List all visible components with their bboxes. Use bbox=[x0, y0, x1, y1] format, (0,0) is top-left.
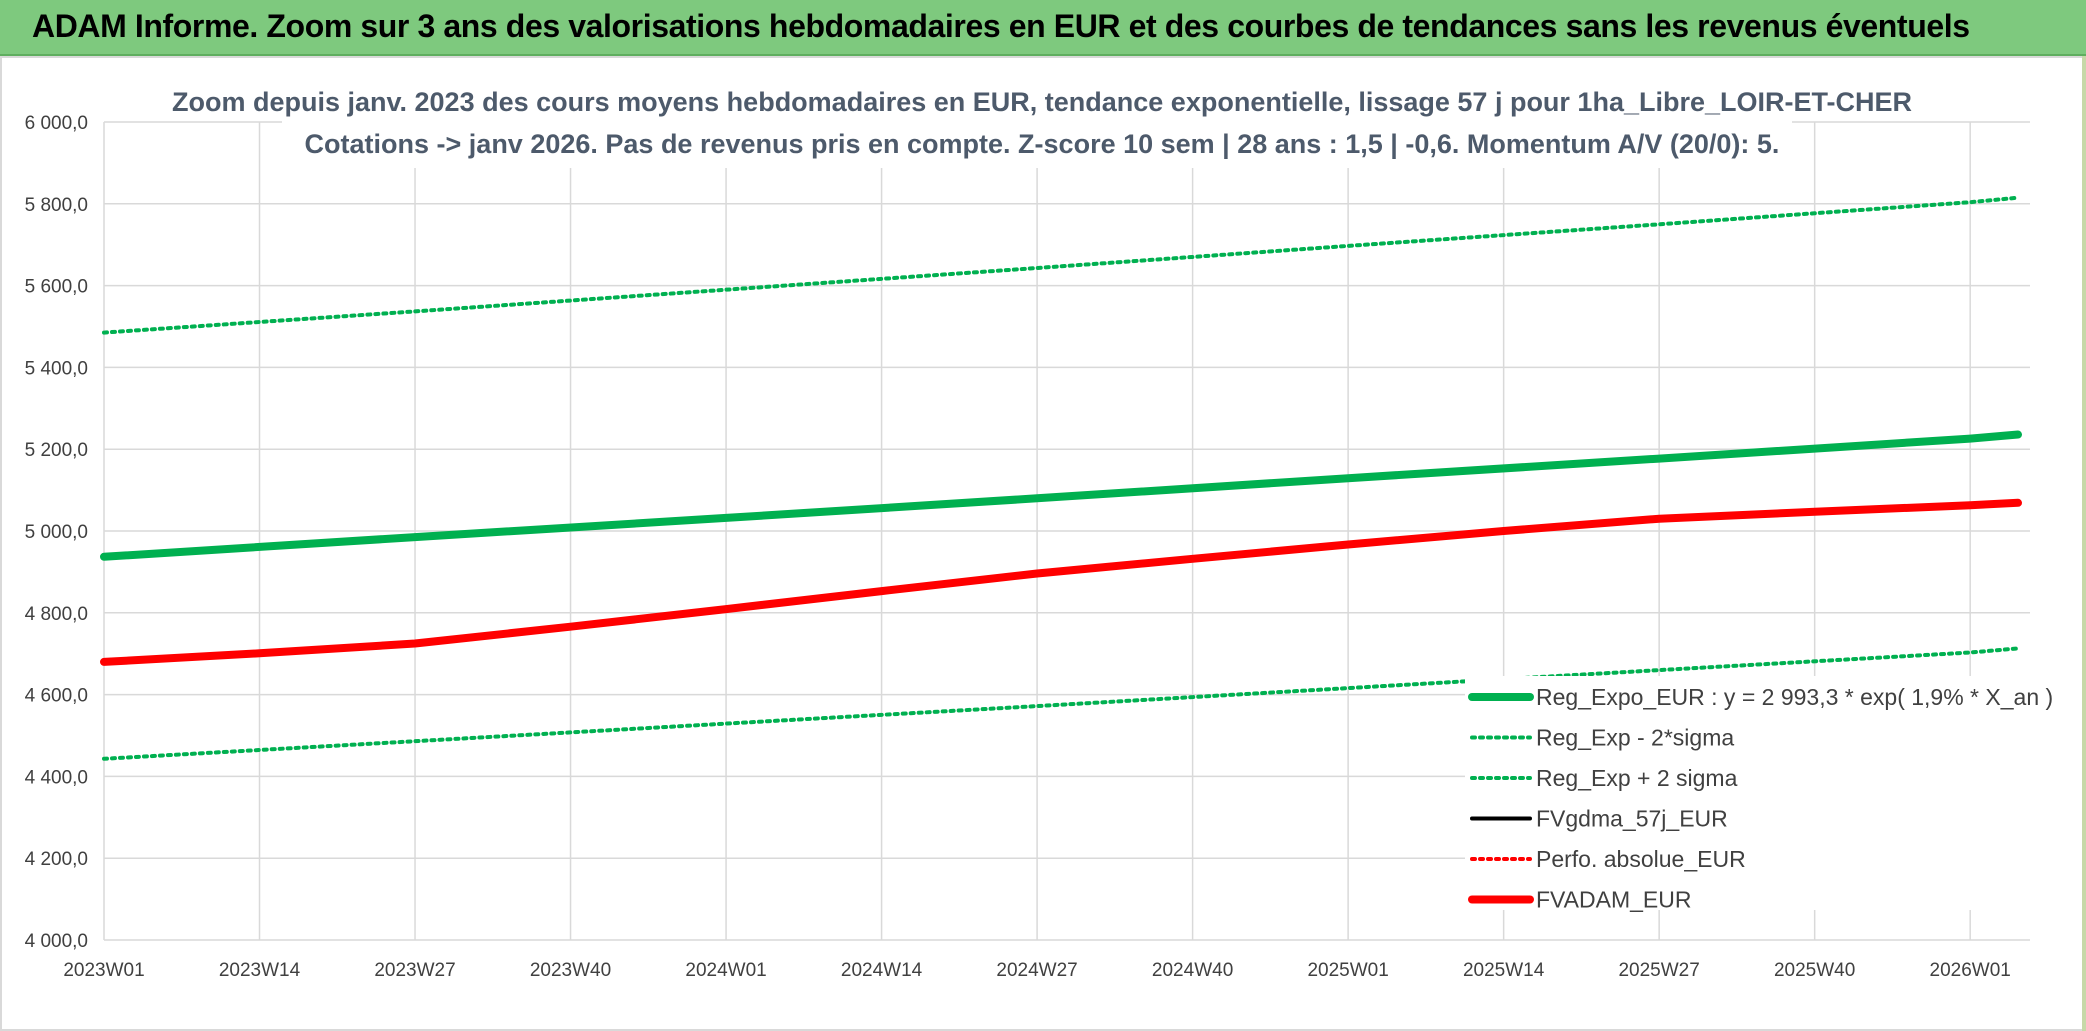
y-tick-label: 5 200,0 bbox=[25, 440, 88, 461]
y-tick-label: 4 800,0 bbox=[25, 604, 88, 625]
y-tick-label: 5 000,0 bbox=[25, 522, 88, 543]
x-tick-label: 2025W40 bbox=[1774, 960, 1855, 981]
frame-edge bbox=[2082, 56, 2086, 1031]
x-tick-label: 2025W01 bbox=[1307, 960, 1388, 981]
x-tick-label: 2024W14 bbox=[841, 960, 923, 981]
title-background bbox=[282, 80, 1792, 168]
x-tick-label: 2024W27 bbox=[996, 960, 1077, 981]
chart-title-line2: Cotations -> janv 2026. Pas de revenus p… bbox=[305, 129, 1780, 159]
legend-label-4: Perfo. absolue_EUR bbox=[1536, 846, 1746, 872]
x-tick-label: 2024W01 bbox=[685, 960, 766, 981]
chart-title-line1: Zoom depuis janv. 2023 des cours moyens … bbox=[172, 87, 1912, 117]
legend-label-1: Reg_Exp - 2*sigma bbox=[1536, 725, 1734, 751]
y-tick-label: 5 400,0 bbox=[25, 358, 88, 379]
series-line-4 bbox=[102, 500, 2020, 664]
x-tick-label: 2025W14 bbox=[1463, 960, 1545, 981]
y-tick-label: 4 600,0 bbox=[25, 686, 88, 707]
series-line-1 bbox=[102, 646, 2020, 761]
y-tick-label: 4 200,0 bbox=[25, 849, 88, 870]
x-tick-label: 2023W14 bbox=[219, 960, 301, 981]
y-tick-label: 6 000,0 bbox=[25, 113, 88, 134]
x-tick-label: 2023W01 bbox=[63, 960, 144, 981]
y-tick-label: 5 800,0 bbox=[25, 195, 88, 216]
report-banner: ADAM Informe. Zoom sur 3 ans des valoris… bbox=[0, 0, 2086, 56]
legend-label-3: FVgdma_57j_EUR bbox=[1536, 806, 1728, 832]
y-tick-label: 5 600,0 bbox=[25, 277, 88, 298]
x-tick-label: 2024W40 bbox=[1152, 960, 1233, 981]
legend-label-5: FVADAM_EUR bbox=[1536, 887, 1692, 913]
series-line-3 bbox=[102, 500, 2020, 664]
y-tick-label: 4 000,0 bbox=[25, 931, 88, 952]
series-line-0 bbox=[100, 430, 2022, 561]
series-line-5 bbox=[100, 498, 2022, 666]
y-tick-label: 4 400,0 bbox=[25, 767, 88, 788]
x-tick-label: 2025W27 bbox=[1618, 960, 1699, 981]
report-title: ADAM Informe. Zoom sur 3 ans des valoris… bbox=[32, 8, 1970, 44]
x-tick-label: 2023W27 bbox=[374, 960, 455, 981]
legend-background bbox=[1465, 676, 2035, 910]
legend-label-2: Reg_Exp + 2 sigma bbox=[1536, 765, 1738, 791]
series-line-2 bbox=[102, 195, 2020, 335]
legend-label-0: Reg_Expo_EUR : y = 2 993,3 * exp( 1,9% *… bbox=[1536, 684, 2053, 710]
x-tick-label: 2023W40 bbox=[530, 960, 611, 981]
x-tick-label: 2026W01 bbox=[1930, 960, 2011, 981]
